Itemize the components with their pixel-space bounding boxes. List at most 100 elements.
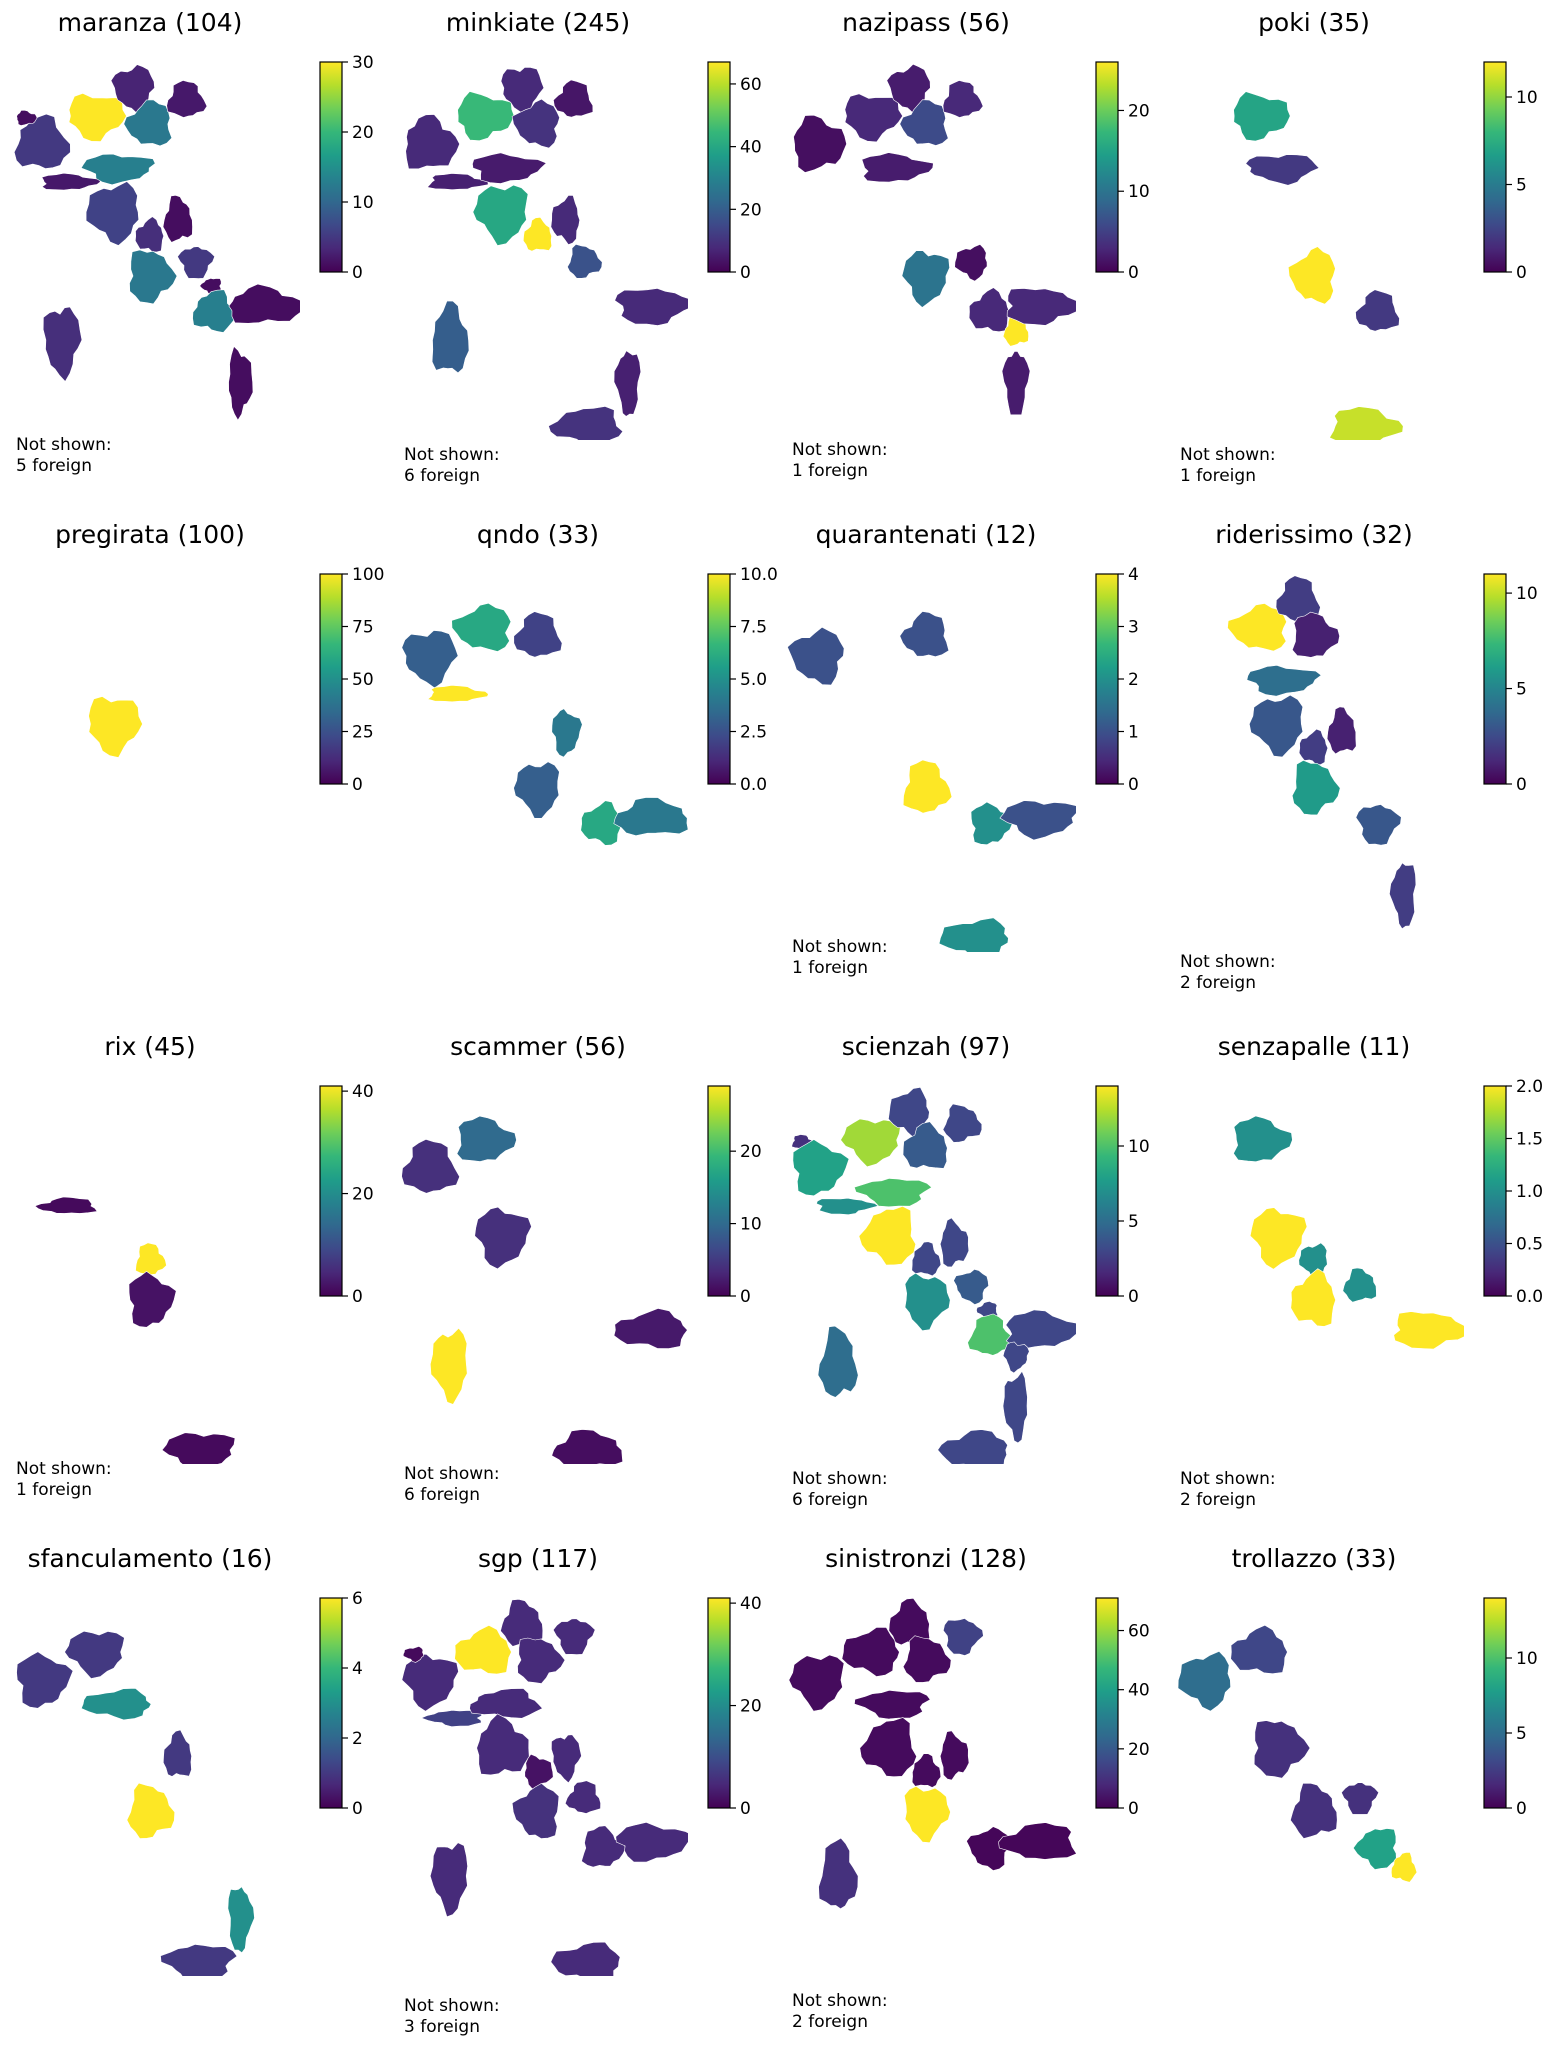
region-marche [551,708,583,758]
colorbar-tick-label: 20 [740,1697,762,1717]
colorbar-tick-label: 0.5 [1516,1235,1543,1255]
region-umbria [135,1242,167,1276]
region-lombardia [456,1115,517,1162]
region-lombardia [1233,91,1291,142]
not-shown-note: Not shown: 1 foreign [16,1459,112,1501]
colorbar-tick-label: 75 [352,618,374,638]
region-puglia [1005,1309,1076,1350]
region-puglia [615,1821,688,1863]
region-lombardia [454,1624,512,1675]
not-shown-count: 1 foreign [16,1480,92,1500]
region-valle-d-aosta [16,109,38,126]
region-lazio [129,249,178,305]
region-lazio [902,759,953,814]
region-campania [968,287,1010,333]
colorbar-tick-label: 10.0 [740,565,778,585]
region-sicilia [160,1944,238,1976]
region-map [787,611,1076,952]
map-panel: sinistronzi (128) 0 20 40 60 Not shown: 2 fore… [776,1536,1164,2048]
region-marche [162,1729,192,1777]
region-piemonte [401,1653,459,1712]
region-friuli-venezia-giulia [942,1103,983,1143]
region-lombardia [1233,1115,1293,1163]
colorbar-tick-label: 0 [352,775,363,792]
region-toscana [85,181,140,246]
region-map [16,1630,255,1976]
colorbar-tick-label: 10 [1516,88,1538,108]
colorbar-gradient [1483,61,1507,273]
map-panel: trollazzo (33) 0 5 10 [1164,1536,1552,2048]
panel-title: sinistronzi (128) [825,1544,1027,1573]
region-piemonte [401,630,459,689]
region-map [1177,1624,1418,1883]
not-shown-count: 6 foreign [792,1490,868,1510]
not-shown-count: 1 foreign [1180,466,1256,486]
not-shown-note: Not shown: 1 foreign [792,937,888,979]
colorbar-tick-label: 60 [1128,1622,1150,1642]
panel-title: maranza (104) [57,8,243,37]
region-liguria [816,1197,879,1216]
map-panel: sfanculamento (16) 0 2 4 6 [0,1536,388,2048]
region-map [13,64,300,421]
region-umbria [522,216,553,252]
colorbar-tick-label: 10 [1516,1649,1538,1669]
colorbar-gradient [1483,1597,1507,1809]
panel-title: sgp (117) [478,1544,598,1573]
colorbar-tick-label: 2.5 [740,723,767,743]
region-lombardia [1230,1624,1288,1675]
region-friuli-venezia-giulia [942,80,984,118]
colorbar-gradient [1095,1085,1119,1297]
region-veneto [513,611,563,658]
region-calabria [613,350,642,417]
not-shown-count: 2 foreign [1180,1490,1256,1510]
not-shown-note: Not shown: 1 foreign [1180,445,1276,487]
colorbar: 0 10 20 [1095,61,1150,280]
not-shown-label: Not shown: [1180,952,1276,972]
region-friuli-venezia-giulia [166,80,208,118]
region-lazio [1290,1268,1336,1327]
region-map [88,696,143,758]
region-map [401,602,688,846]
region-emilia-romagna [1246,664,1322,697]
region-lombardia [841,1627,900,1677]
region-toscana [476,1713,530,1776]
colorbar-tick-label: 20 [352,123,374,143]
region-lazio [128,1271,177,1328]
region-sicilia [937,1429,1008,1464]
region-puglia [613,1308,688,1349]
region-puglia [613,797,688,837]
not-shown-note: Not shown: 6 foreign [404,1464,500,1506]
colorbar: 0 5 10 [1483,61,1538,280]
not-shown-label: Not shown: [16,1459,112,1479]
colorbar-tick-label: 100 [352,565,384,585]
region-friuli-venezia-giulia [553,79,594,118]
region-emilia-romagna [472,152,547,184]
region-veneto [899,99,949,146]
colorbar-gradient [1095,1597,1119,1809]
region-campania [970,801,1014,846]
region-sicilia [938,917,1009,952]
not-shown-note: Not shown: 2 foreign [1180,952,1276,994]
colorbar-tick-label: 1.0 [1516,1182,1543,1202]
region-toscana [1249,1207,1308,1270]
region-sardegna [818,1837,859,1910]
region-sardegna [42,306,83,383]
not-shown-note: Not shown: 2 foreign [792,1991,888,2033]
colorbar-gradient [1095,573,1119,785]
colorbar: 0 10 20 30 [319,53,374,280]
region-emilia-romagna [1245,154,1320,186]
colorbar-tick-label: 40 [740,138,762,158]
colorbar-tick-label: 40 [740,1594,762,1614]
not-shown-label: Not shown: [404,1464,500,1484]
region-calabria [1002,1370,1028,1444]
region-map [1233,91,1404,440]
map-panel: nazipass (56) 0 10 20 Not shown: 1 foreign [776,0,1164,512]
region-toscana [859,1717,917,1778]
colorbar-tick-label: 20 [740,1142,762,1162]
region-marche [1326,706,1357,755]
colorbar-tick-label: 0 [352,1799,363,1816]
not-shown-count: 5 foreign [16,456,92,476]
colorbar-tick-label: 40 [1128,1681,1150,1701]
region-sicilia [550,1941,621,1976]
not-shown-count: 2 foreign [1180,973,1256,993]
